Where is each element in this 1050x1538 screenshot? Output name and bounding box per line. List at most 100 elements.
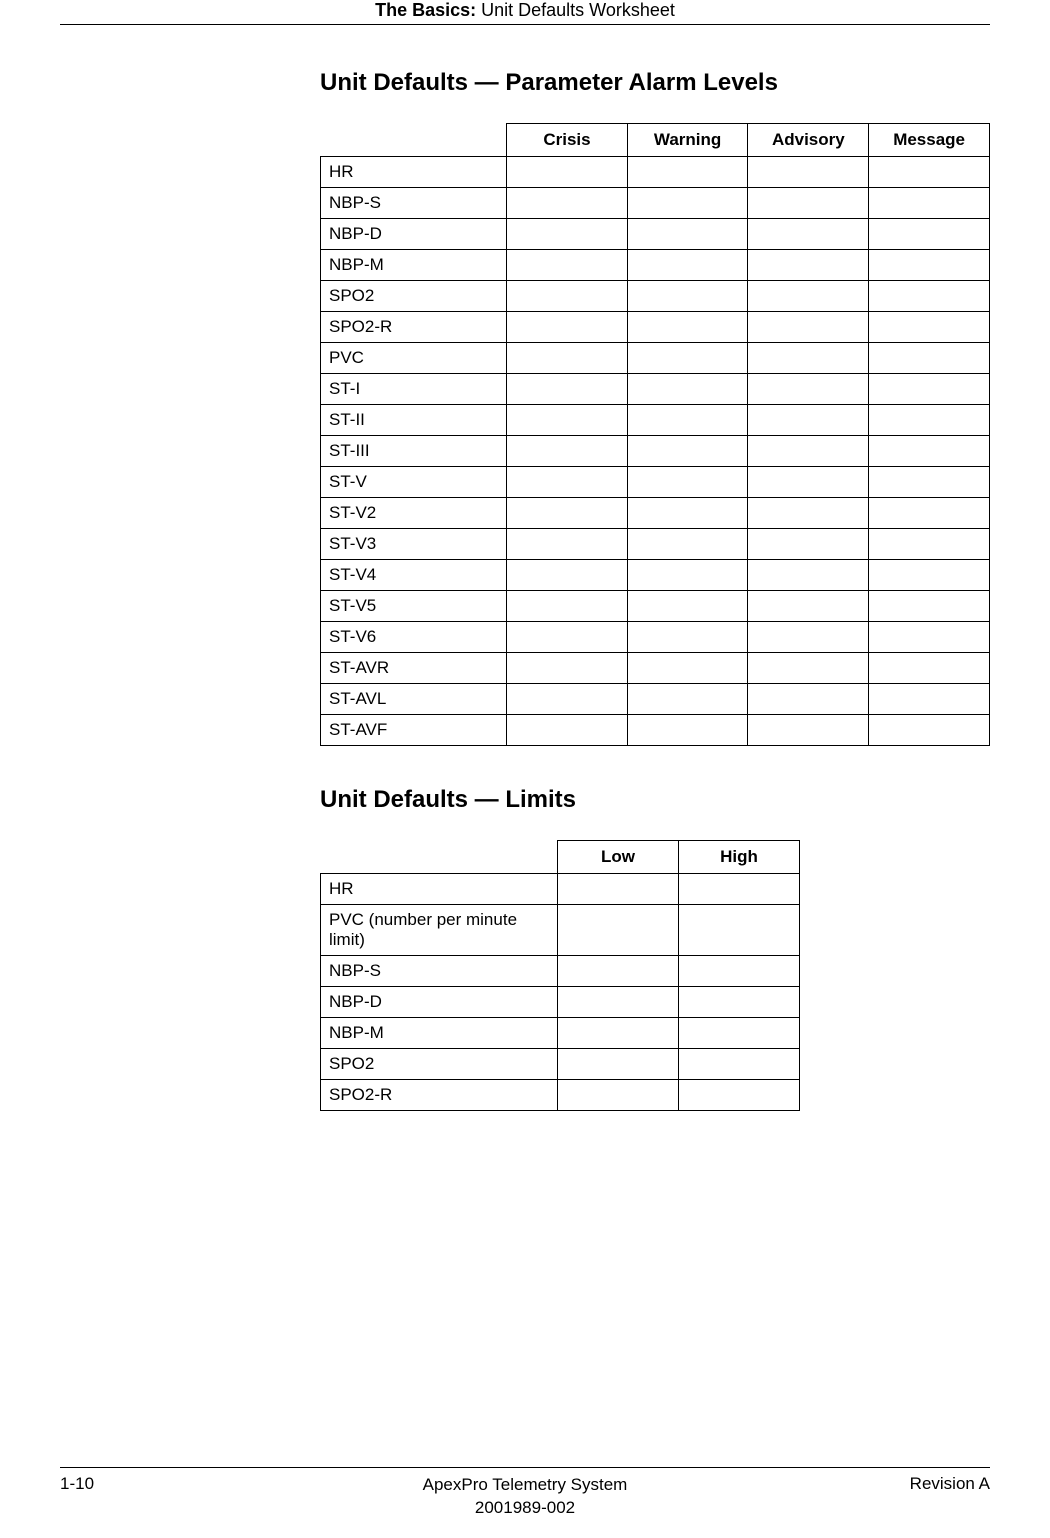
footer-page-number: 1-10 [60, 1474, 423, 1494]
table-row: NBP-S [321, 956, 800, 987]
cell-empty [748, 250, 869, 281]
cell-empty [869, 498, 990, 529]
cell-empty [748, 436, 869, 467]
cell-empty [627, 684, 748, 715]
table-row: ST-V2 [321, 498, 990, 529]
cell-empty [869, 529, 990, 560]
cell-empty [627, 715, 748, 746]
param-label: HR [321, 157, 507, 188]
footer-center: ApexPro Telemetry System 2001989-002 [423, 1474, 628, 1520]
param-label: NBP-S [321, 956, 558, 987]
cell-empty [627, 343, 748, 374]
cell-empty [627, 405, 748, 436]
cell-empty [748, 219, 869, 250]
cell-empty [627, 188, 748, 219]
cell-empty [869, 622, 990, 653]
cell-empty [627, 312, 748, 343]
cell-empty [748, 591, 869, 622]
cell-empty [558, 874, 679, 905]
param-label: ST-AVR [321, 653, 507, 684]
param-label: PVC (number per minute limit) [321, 905, 558, 956]
cell-empty [869, 188, 990, 219]
cell-empty [748, 157, 869, 188]
cell-empty [507, 343, 628, 374]
cell-empty [869, 219, 990, 250]
cell-empty [748, 281, 869, 312]
table-row: PVC [321, 343, 990, 374]
header-title: The Basics: Unit Defaults Worksheet [375, 0, 675, 20]
cell-empty [507, 312, 628, 343]
cell-empty [748, 188, 869, 219]
cell-empty [507, 281, 628, 312]
cell-empty [869, 436, 990, 467]
cell-empty [627, 250, 748, 281]
cell-empty [627, 436, 748, 467]
table-row: NBP-M [321, 250, 990, 281]
cell-empty [748, 374, 869, 405]
param-label: PVC [321, 343, 507, 374]
cell-empty [748, 560, 869, 591]
cell-empty [507, 684, 628, 715]
table-row: ST-V4 [321, 560, 990, 591]
cell-empty [748, 343, 869, 374]
col-header: Crisis [507, 124, 628, 157]
param-label: ST-V2 [321, 498, 507, 529]
cell-empty [748, 653, 869, 684]
param-label: ST-V3 [321, 529, 507, 560]
cell-empty [507, 622, 628, 653]
cell-empty [748, 467, 869, 498]
cell-empty [558, 1018, 679, 1049]
table-row: ST-V3 [321, 529, 990, 560]
cell-empty [627, 653, 748, 684]
cell-empty [869, 312, 990, 343]
section1-title: Unit Defaults — Parameter Alarm Levels [320, 69, 990, 97]
table-row: ST-V5 [321, 591, 990, 622]
table-row: HR [321, 874, 800, 905]
cell-empty [627, 560, 748, 591]
table-row: ST-V6 [321, 622, 990, 653]
cell-empty [558, 1049, 679, 1080]
param-label: NBP-D [321, 987, 558, 1018]
cell-empty [869, 467, 990, 498]
cell-empty [869, 684, 990, 715]
cell-empty [507, 498, 628, 529]
alarm-levels-table: Crisis Warning Advisory Message HRNBP-SN… [320, 123, 990, 746]
table-row: NBP-M [321, 1018, 800, 1049]
footer-revision: Revision A [627, 1474, 990, 1494]
cell-empty [627, 281, 748, 312]
table-row: SPO2-R [321, 1080, 800, 1111]
table-row: NBP-D [321, 219, 990, 250]
table-row: ST-II [321, 405, 990, 436]
table-row: ST-AVL [321, 684, 990, 715]
param-label: NBP-M [321, 1018, 558, 1049]
param-label: ST-II [321, 405, 507, 436]
table-row: ST-I [321, 374, 990, 405]
cell-empty [869, 343, 990, 374]
table-row: NBP-D [321, 987, 800, 1018]
cell-empty [679, 1018, 800, 1049]
cell-empty [869, 157, 990, 188]
cell-empty [869, 591, 990, 622]
param-label: SPO2 [321, 281, 507, 312]
cell-empty [748, 715, 869, 746]
cell-empty [748, 498, 869, 529]
cell-empty [869, 560, 990, 591]
cell-empty [507, 653, 628, 684]
cell-empty [869, 653, 990, 684]
col-header: Message [869, 124, 990, 157]
param-label: ST-V5 [321, 591, 507, 622]
param-label: SPO2 [321, 1049, 558, 1080]
cell-empty [748, 684, 869, 715]
cell-empty [507, 467, 628, 498]
cell-empty [627, 374, 748, 405]
col-header: Advisory [748, 124, 869, 157]
table-row: NBP-S [321, 188, 990, 219]
param-label: ST-III [321, 436, 507, 467]
param-label: ST-V4 [321, 560, 507, 591]
cell-empty [507, 374, 628, 405]
cell-empty [748, 405, 869, 436]
footer-product: ApexPro Telemetry System [423, 1475, 628, 1494]
cell-empty [627, 529, 748, 560]
cell-empty [558, 905, 679, 956]
footer-docnum: 2001989-002 [475, 1498, 575, 1517]
